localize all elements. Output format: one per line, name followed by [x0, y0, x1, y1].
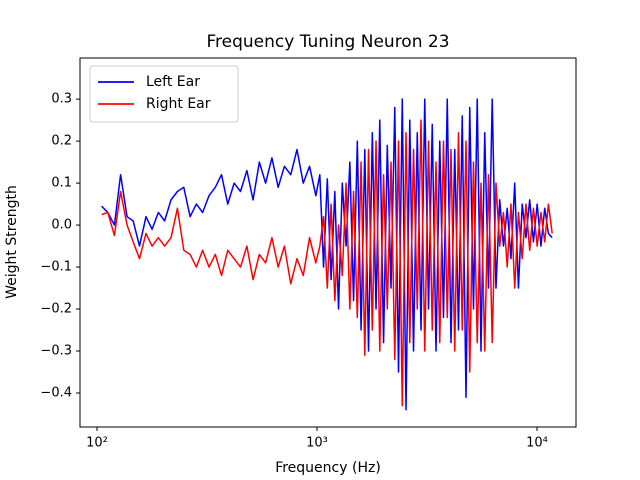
legend-label: Right Ear: [146, 96, 211, 112]
legend: Left Ear Right Ear: [89, 65, 239, 123]
legend-box: [89, 65, 239, 123]
y-tick-label: −0.1: [40, 260, 72, 275]
x-tick-label: 10²: [86, 436, 108, 451]
legend-label: Left Ear: [146, 74, 200, 90]
chart-title: Frequency Tuning Neuron 23: [206, 32, 449, 52]
y-tick-label: −0.3: [40, 344, 72, 359]
line-series: [101, 119, 553, 407]
y-tick-label: 0.1: [51, 176, 72, 191]
plot-frame: [79, 57, 577, 428]
y-axis-label: Weight Strength: [4, 185, 20, 299]
y-tick-label: −0.2: [40, 302, 72, 317]
x-tick-label: 10³: [306, 436, 328, 451]
x-axis-label: Frequency (Hz): [275, 460, 381, 476]
x-tick-label: 10⁴: [526, 436, 548, 451]
plot-area: [101, 98, 553, 411]
y-tick-label: 0.2: [51, 134, 72, 149]
y-tick-label: 0.3: [51, 92, 72, 107]
line-series: [101, 98, 553, 411]
y-tick-label: −0.4: [40, 385, 72, 400]
y-tick-label: 0.0: [51, 218, 72, 233]
